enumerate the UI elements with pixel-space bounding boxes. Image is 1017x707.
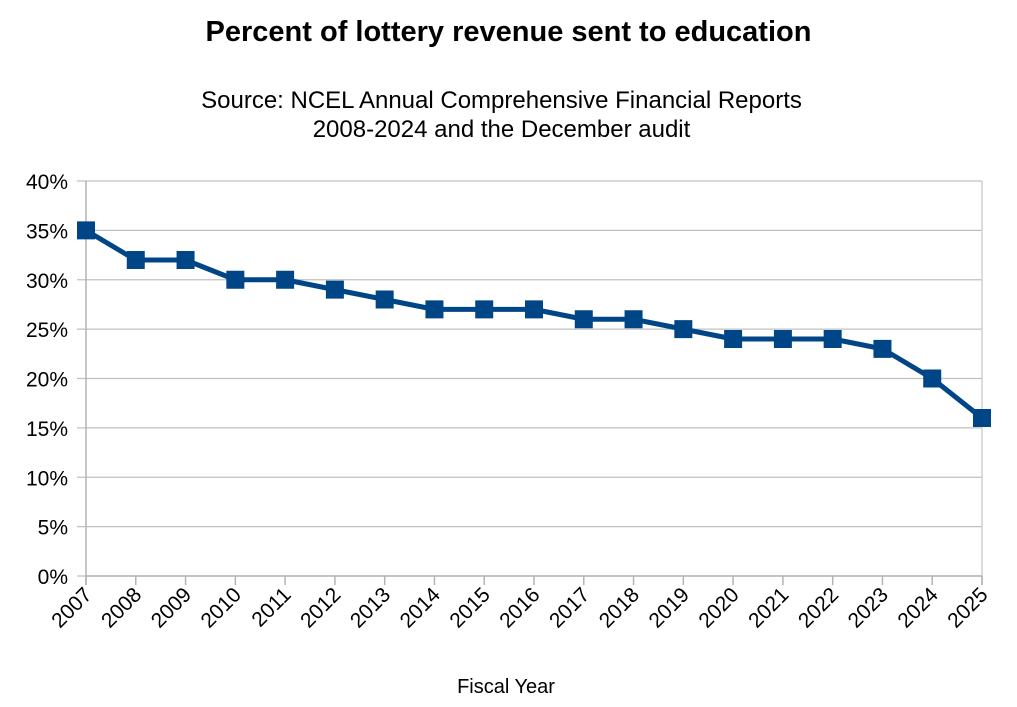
series-line <box>84 228 984 420</box>
x-tick-label: 2010 <box>197 583 246 632</box>
x-tick-label: 2007 <box>47 583 96 632</box>
x-tick-label: 2025 <box>943 583 992 632</box>
data-point-marker <box>873 339 892 358</box>
x-tick-label: 2009 <box>147 583 196 632</box>
x-axis-ticks: 2007 2008 2009 2010 2011 2012 2013 2014 2015 2016… <box>47 576 993 633</box>
chart-subtitle: Source: NCEL Annual Comprehensive Financ… <box>201 87 802 143</box>
y-tick-label: 20% <box>26 369 68 392</box>
data-point-marker <box>276 270 295 289</box>
x-tick-label: 2022 <box>794 583 843 632</box>
y-axis-ticks: 0% 5% 10% 15% 20% 25% 30% 35% 40% <box>26 171 68 589</box>
y-tick-label: 0% <box>38 566 68 589</box>
y-tick-label: 15% <box>26 418 68 441</box>
x-tick-label: 2017 <box>545 583 594 632</box>
data-point-marker <box>176 251 195 269</box>
data-series <box>77 221 991 427</box>
x-tick-label: 2012 <box>296 583 345 632</box>
x-tick-label: 2008 <box>97 583 146 632</box>
x-tick-label: 2024 <box>893 583 943 633</box>
data-point-marker <box>375 290 394 309</box>
data-point-marker <box>624 310 643 329</box>
data-point-marker <box>475 300 494 319</box>
x-tick-label: 2016 <box>495 583 544 632</box>
data-point-marker <box>923 369 942 388</box>
axes <box>85 181 983 585</box>
data-point-marker <box>325 280 344 299</box>
x-tick-label: 2020 <box>694 583 743 632</box>
data-point-marker <box>574 310 593 329</box>
y-tick-label: 10% <box>26 467 68 490</box>
x-tick-label: 2014 <box>396 583 446 633</box>
y-tick-label: 5% <box>38 517 68 540</box>
data-point-marker <box>226 270 245 289</box>
x-tick-label: 2023 <box>844 583 893 632</box>
data-point-marker <box>973 409 991 427</box>
y-tick-label: 40% <box>26 171 68 194</box>
data-point-marker <box>126 251 145 269</box>
data-point-marker <box>77 221 95 240</box>
y-tick-label: 30% <box>26 270 68 293</box>
x-tick-label: 2019 <box>645 583 694 632</box>
data-point-marker <box>525 300 543 319</box>
data-point-marker <box>823 330 842 348</box>
y-tick-label: 25% <box>26 319 68 342</box>
x-tick-label: 2015 <box>445 583 494 632</box>
y-tick-label: 35% <box>26 220 68 243</box>
x-axis-label: Fiscal Year <box>457 676 555 698</box>
data-point-marker <box>674 320 693 339</box>
x-tick-label: 2013 <box>346 583 395 632</box>
gridlines <box>77 180 982 577</box>
data-point-marker <box>773 330 792 348</box>
chart-title: Percent of lottery revenue sent to educa… <box>205 16 812 48</box>
x-tick-label: 2021 <box>744 583 793 632</box>
x-tick-label: 2018 <box>595 583 644 632</box>
x-tick-label: 2011 <box>247 583 295 631</box>
data-point-marker <box>724 330 743 348</box>
data-point-marker <box>425 300 444 319</box>
